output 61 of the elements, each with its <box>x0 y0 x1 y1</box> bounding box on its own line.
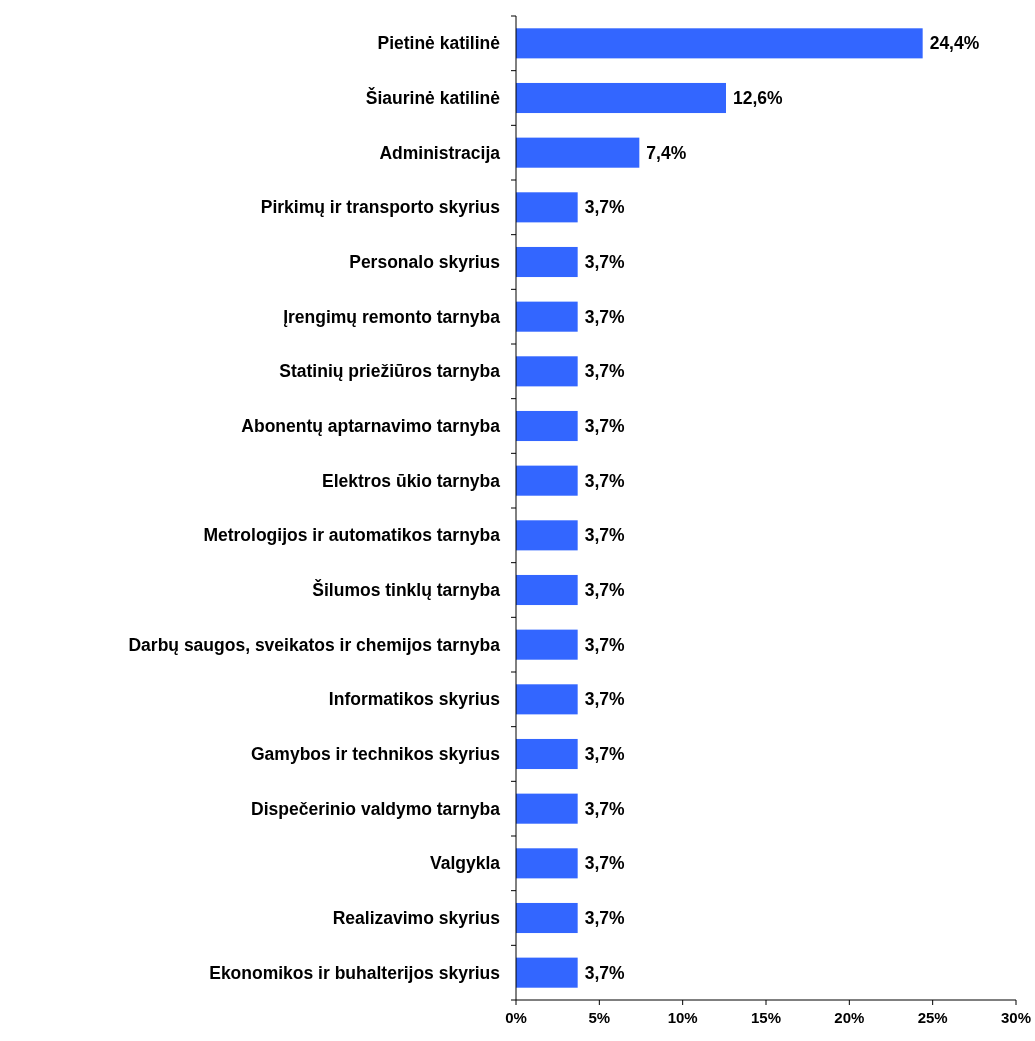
bar <box>516 410 578 442</box>
x-tick-label: 25% <box>917 1009 948 1026</box>
data-label: 3,7% <box>584 580 625 600</box>
data-label: 3,7% <box>584 306 625 327</box>
y-tick-label: Informatikos skyrius <box>328 689 501 710</box>
x-tick-label: 20% <box>834 1009 865 1026</box>
y-tick-label: Realizavimo skyrius <box>332 908 501 928</box>
y-tick-label: Pirkimų ir transporto skyrius <box>260 197 501 218</box>
y-tick-label: Valgykla <box>429 853 501 874</box>
bar <box>516 82 726 114</box>
data-label: 7,4% <box>646 142 687 163</box>
y-tick-label: Šilumos tinklų tarnyba <box>312 579 501 600</box>
bar <box>516 246 578 278</box>
data-label: 24,4% <box>929 33 980 54</box>
data-label: 3,7% <box>584 634 625 655</box>
data-label: 3,7% <box>584 252 625 272</box>
y-tick-label: Administracija <box>379 142 501 163</box>
data-label: 3,7% <box>584 470 625 491</box>
bar <box>516 793 578 824</box>
data-label: 3,7% <box>584 197 625 218</box>
y-tick-label: Abonentų aptarnavimo tarnyba <box>241 416 501 436</box>
y-tick-label: Šiaurinė katilinė <box>365 87 501 108</box>
bar <box>516 684 578 715</box>
y-tick-label: Statinių priežiūros tarnyba <box>279 361 501 382</box>
y-tick-label: Pietinė katilinė <box>377 33 501 54</box>
y-tick-label: Ekonomikos ir buhalterijos skyrius <box>209 962 501 983</box>
y-tick-label: Darbų saugos, sveikatos ir chemijos tarnyba <box>128 634 501 655</box>
data-label: 12,6% <box>733 88 784 108</box>
data-label: 3,7% <box>584 361 625 382</box>
data-label: 3,7% <box>584 908 625 928</box>
x-tick-label: 30% <box>1000 1009 1032 1026</box>
x-tick-label: 5% <box>588 1009 611 1026</box>
bar <box>516 137 640 168</box>
data-label: 3,7% <box>584 689 625 710</box>
bar <box>516 356 578 387</box>
bar <box>516 301 578 332</box>
bar <box>516 574 578 606</box>
bar <box>516 848 578 879</box>
y-tick-label: Metrologijos ir automatikos tarnyba <box>203 525 501 546</box>
data-label: 3,7% <box>584 744 625 764</box>
data-label: 3,7% <box>584 798 625 819</box>
data-label: 3,7% <box>584 962 625 983</box>
y-tick-label: Personalo skyrius <box>349 252 501 272</box>
bar <box>516 465 578 496</box>
data-label: 3,7% <box>584 853 625 874</box>
y-tick-label: Gamybos ir technikos skyrius <box>251 744 501 764</box>
bar <box>516 192 578 223</box>
bar <box>516 902 578 934</box>
bar <box>516 520 578 551</box>
x-tick-label: 15% <box>750 1009 782 1026</box>
x-tick-label: 10% <box>667 1009 698 1026</box>
data-label: 3,7% <box>584 525 625 546</box>
x-tick-label: 0% <box>505 1009 527 1026</box>
y-tick-label: Įrengimų remonto tarnyba <box>283 306 501 327</box>
bar <box>516 28 923 59</box>
bar <box>516 957 578 988</box>
bar <box>516 629 578 660</box>
bar <box>516 738 578 770</box>
data-label: 3,7% <box>584 416 625 436</box>
y-tick-label: Dispečerinio valdymo tarnyba <box>251 798 501 819</box>
y-tick-label: Elektros ūkio tarnyba <box>322 470 501 491</box>
